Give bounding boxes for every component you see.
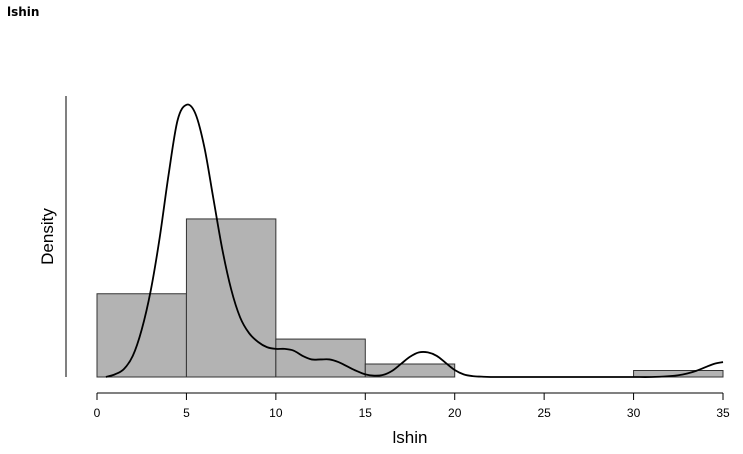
histogram-bar-0 [96, 293, 187, 378]
x-tick-label-0: 0 [94, 406, 101, 420]
y-axis-label: Density [38, 208, 57, 265]
x-tick-label-5: 5 [183, 406, 190, 420]
x-tick-label-30: 30 [627, 406, 641, 420]
x-tick-label-20: 20 [448, 406, 462, 420]
x-tick-label-35: 35 [716, 406, 730, 420]
x-tick-label-25: 25 [537, 406, 551, 420]
page-title: lshin [7, 5, 40, 19]
histogram-bars [96, 218, 724, 378]
histogram-bar-6 [633, 370, 724, 378]
x-axis-ticks: 0 5 10 15 20 25 30 35 [94, 393, 730, 420]
x-axis-label: lshin [393, 428, 428, 447]
x-tick-label-15: 15 [359, 406, 373, 420]
histogram-bar-2 [275, 338, 366, 378]
density-curve [105, 103, 724, 378]
x-tick-label-10: 10 [269, 406, 283, 420]
histogram-bar-1 [185, 218, 277, 378]
